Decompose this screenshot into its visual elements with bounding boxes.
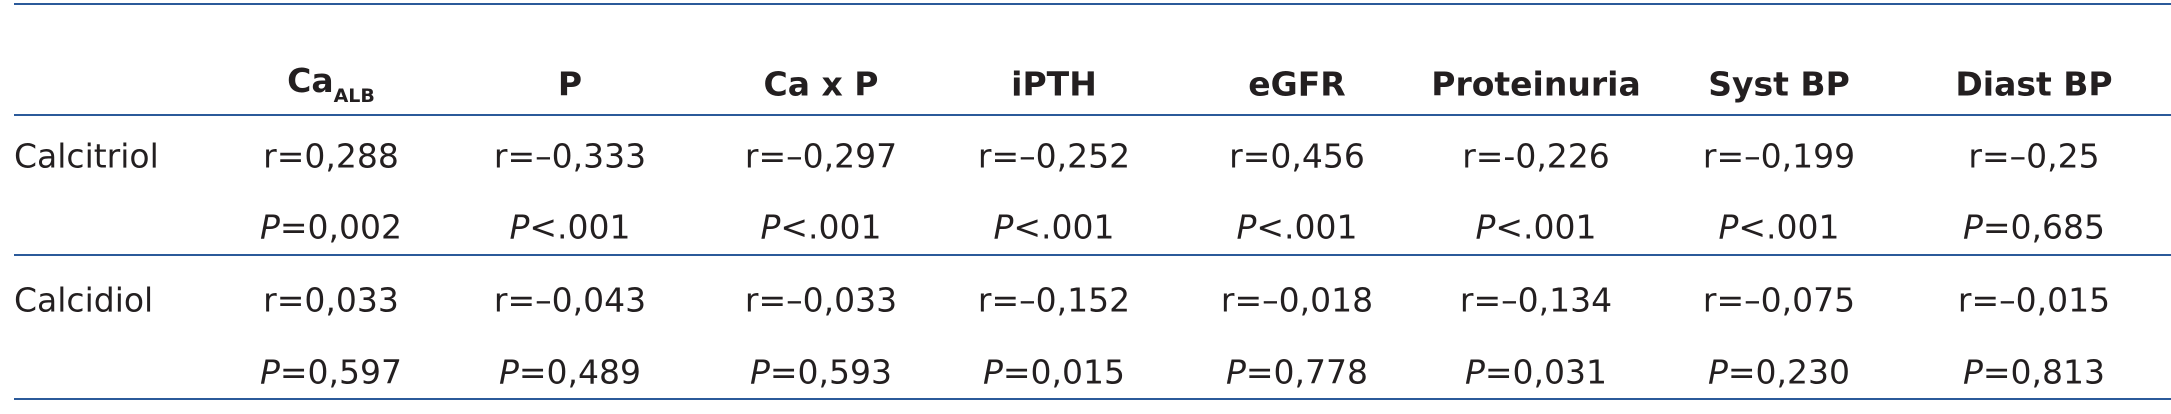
r-value: r=–0,134 <box>1460 281 1612 320</box>
p-value: P<.001 <box>1475 208 1596 247</box>
text: Ca <box>287 61 334 100</box>
p-value: P=0,489 <box>499 353 641 392</box>
text: r=-0,226 <box>1462 136 1610 176</box>
r-value: r=–0,015 <box>1958 281 2110 320</box>
text: r=–0,018 <box>1220 280 1374 320</box>
row-label: Calcitriol <box>14 136 159 176</box>
column-header: iPTH <box>1011 64 1097 104</box>
r-value: r=–0,043 <box>494 281 646 320</box>
r-value: r=0,288 <box>263 137 399 176</box>
p-value: P=0,002 <box>260 208 402 247</box>
text: P=0,593 <box>749 352 893 392</box>
r-value: r=–0,199 <box>1703 137 1855 176</box>
r-value: r=–0,252 <box>978 137 1130 176</box>
r-value: r=–0,152 <box>978 281 1130 320</box>
text: ALB <box>333 85 375 107</box>
row-rule <box>14 254 2171 256</box>
text: r=–0,152 <box>977 280 1131 320</box>
p-value: P<.001 <box>1236 208 1357 247</box>
r-value: r=–0,25 <box>1968 137 2099 176</box>
column-header: eGFR <box>1248 64 1346 104</box>
text: r=0,456 <box>1229 136 1365 176</box>
r-value: r=–0,033 <box>745 281 897 320</box>
text: P=0,813 <box>1962 352 2106 392</box>
text: r=–0,199 <box>1702 136 1856 176</box>
text: r=0,288 <box>263 136 399 176</box>
p-value: P=0,031 <box>1465 353 1607 392</box>
column-header: Diast BP <box>1955 64 2113 104</box>
text: r=–0,25 <box>1968 136 2100 176</box>
header-rule <box>14 114 2171 116</box>
r-value: r=–0,333 <box>494 137 646 176</box>
p-value: P<.001 <box>509 208 630 247</box>
text: P=0,230 <box>1707 352 1851 392</box>
text: P=0,685 <box>1962 207 2106 247</box>
column-header: P <box>557 64 583 104</box>
p-value: P=0,778 <box>1226 353 1368 392</box>
column-header: Ca x P <box>763 64 879 104</box>
text: P<.001 <box>1475 207 1597 247</box>
p-value: P=0,685 <box>1963 208 2105 247</box>
text: P=0,015 <box>982 352 1126 392</box>
text: P=0,489 <box>498 352 642 392</box>
r-value: r=–0,018 <box>1221 281 1373 320</box>
text: r=–0,043 <box>493 280 647 320</box>
p-value: P=0,230 <box>1708 353 1850 392</box>
p-value: P=0,593 <box>750 353 892 392</box>
text: P<.001 <box>760 207 882 247</box>
p-value: P=0,597 <box>260 353 402 392</box>
p-value: P=0,015 <box>983 353 1125 392</box>
top-rule <box>14 3 2171 5</box>
r-value: r=0,456 <box>1229 137 1365 176</box>
text: r=–0,252 <box>977 136 1131 176</box>
row-label: Calcidiol <box>14 280 154 320</box>
text: r=–0,333 <box>493 136 647 176</box>
text: r=–0,033 <box>744 280 898 320</box>
text: r=–0,134 <box>1459 280 1613 320</box>
column-header: Proteinuria <box>1431 64 1641 104</box>
bottom-rule <box>14 398 2171 400</box>
column-header: CaALB <box>287 61 375 107</box>
text: r=–0,075 <box>1702 280 1856 320</box>
p-value: P<.001 <box>760 208 881 247</box>
p-value: P<.001 <box>993 208 1114 247</box>
text: P=0,597 <box>259 352 403 392</box>
text: P<.001 <box>509 207 631 247</box>
r-value: r=-0,226 <box>1462 137 1610 176</box>
text: r=–0,297 <box>744 136 898 176</box>
r-value: r=0,033 <box>263 281 399 320</box>
text: P<.001 <box>993 207 1115 247</box>
text: P=0,778 <box>1225 352 1369 392</box>
text: P=0,031 <box>1464 352 1608 392</box>
r-value: r=–0,075 <box>1703 281 1855 320</box>
text: r=0,033 <box>263 280 399 320</box>
text: r=–0,015 <box>1957 280 2111 320</box>
p-value: P<.001 <box>1718 208 1839 247</box>
text: P=0,002 <box>259 207 403 247</box>
r-value: r=–0,297 <box>745 137 897 176</box>
column-header: Syst BP <box>1708 64 1850 104</box>
p-value: P=0,813 <box>1963 353 2105 392</box>
text: P<.001 <box>1718 207 1840 247</box>
text: P<.001 <box>1236 207 1358 247</box>
